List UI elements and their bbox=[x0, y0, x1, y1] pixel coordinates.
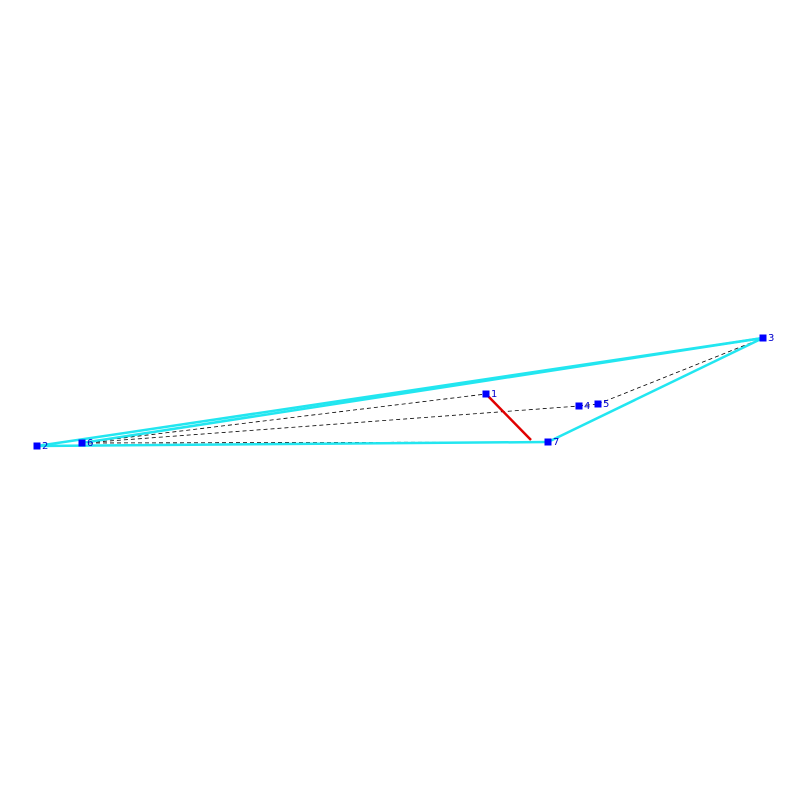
highlight-edge bbox=[485, 393, 532, 441]
node-marker bbox=[575, 402, 583, 410]
hull-edges bbox=[36, 336, 764, 448]
node-marker bbox=[482, 390, 490, 398]
edge bbox=[81, 393, 487, 444]
node-label: 5 bbox=[603, 399, 609, 410]
node-marker bbox=[594, 400, 602, 408]
edge bbox=[36, 440, 549, 448]
node-label: 7 bbox=[553, 437, 559, 448]
node-label: 3 bbox=[768, 333, 774, 344]
node-marker bbox=[544, 438, 552, 446]
node-label: 2 bbox=[42, 441, 48, 452]
edge bbox=[81, 405, 580, 444]
node-label: 4 bbox=[584, 401, 590, 412]
edge bbox=[81, 336, 764, 445]
node-marker bbox=[759, 334, 767, 342]
edge bbox=[597, 337, 764, 405]
node-label: 6 bbox=[87, 438, 93, 449]
node-marker bbox=[78, 439, 86, 447]
nodes: 1 2 3 4 5 6 7 bbox=[33, 333, 774, 452]
node-label: 1 bbox=[491, 389, 497, 400]
node-marker bbox=[33, 442, 41, 450]
edge bbox=[547, 336, 764, 444]
